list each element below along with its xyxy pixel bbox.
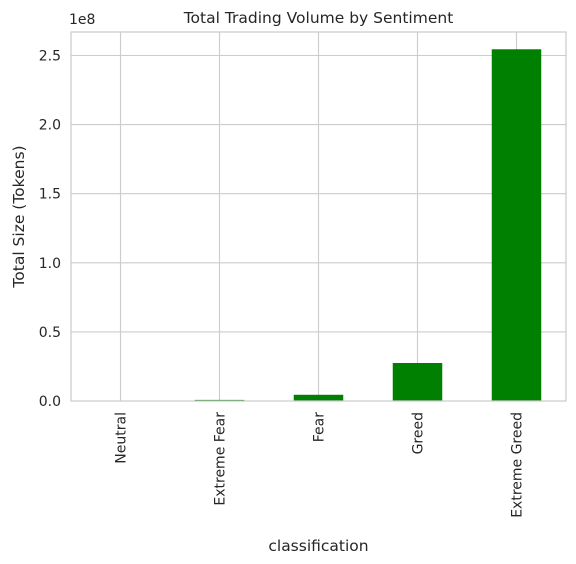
y-tick-label: 0.5: [39, 325, 61, 341]
x-tick-label: Fear: [312, 412, 328, 442]
y-tick-label: 1.0: [39, 256, 61, 272]
y-tick-label: 2.5: [39, 48, 61, 64]
x-tick-label: Greed: [411, 412, 427, 454]
chart-title: Total Trading Volume by Sentiment: [183, 9, 454, 27]
y-tick-label: 0.0: [39, 394, 61, 410]
y-tick-label: 1.5: [39, 187, 61, 203]
y-axis-label: Total Size (Tokens): [10, 145, 28, 288]
y-tick-labels: 0.0 0.5 1.0 1.5 2.0 2.5: [39, 48, 61, 410]
y-tick-label: 2.0: [39, 118, 61, 134]
x-tick-label: Extreme Greed: [510, 412, 526, 518]
y-axis-offset-label: 1e8: [69, 12, 95, 28]
bar-extreme-greed: [491, 49, 542, 402]
x-tick-label: Extreme Fear: [213, 412, 229, 506]
axes-frame: [70, 31, 567, 402]
bar-greed: [392, 362, 443, 401]
x-tick-label: Neutral: [114, 412, 130, 464]
bar-fear: [293, 394, 344, 401]
x-tick-labels: Neutral Extreme Fear Fear Greed Extreme Gree…: [114, 412, 526, 518]
x-axis-label: classification: [268, 537, 368, 555]
